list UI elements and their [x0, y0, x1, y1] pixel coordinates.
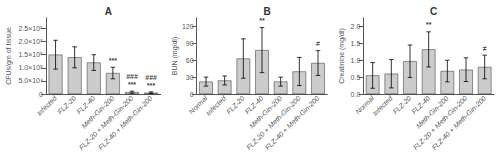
svg-text:***: *** [147, 82, 155, 89]
svg-text:0: 0 [39, 91, 43, 98]
svg-text:CFUs/gm of tissue: CFUs/gm of tissue [5, 27, 13, 85]
svg-text:2.5×10⁵: 2.5×10⁵ [18, 25, 43, 32]
svg-text:FLZ-40: FLZ-40 [410, 94, 432, 116]
svg-text:120: 120 [182, 23, 194, 30]
svg-text:FLZ-20 + Meth-Gin-200: FLZ-20 + Meth-Gin-200 [411, 94, 469, 152]
svg-text:2.0×10⁵: 2.0×10⁵ [18, 38, 43, 45]
svg-text:1.5: 1.5 [351, 40, 361, 47]
svg-text:FLZ-20 + Meth-Gin-200: FLZ-20 + Meth-Gin-200 [77, 94, 135, 152]
svg-text:**: ** [259, 17, 265, 24]
svg-text:FLZ-40: FLZ-40 [243, 94, 265, 116]
svg-text:Normal: Normal [354, 94, 376, 116]
svg-text:1.0×10⁵: 1.0×10⁵ [18, 64, 43, 71]
svg-text:***: *** [128, 81, 136, 88]
svg-text:BUN (mg/dl): BUN (mg/dl) [171, 37, 179, 76]
svg-text:FLZ-20: FLZ-20 [56, 94, 77, 115]
svg-text:1.5×10⁵: 1.5×10⁵ [18, 51, 43, 58]
svg-text:90: 90 [186, 40, 194, 47]
svg-text:C: C [430, 6, 437, 17]
svg-text:Meth-Gin-200: Meth-Gin-200 [80, 94, 115, 129]
svg-text:###: ### [126, 73, 138, 80]
svg-text:60: 60 [186, 57, 194, 64]
svg-text:**: ** [426, 21, 432, 28]
svg-text:Normal: Normal [187, 94, 209, 116]
svg-text:FLZ-40 + Meth-Gin-200: FLZ-40 + Meth-Gin-200 [97, 94, 154, 151]
svg-text:FLZ-20: FLZ-20 [225, 94, 246, 115]
svg-text:###: ### [145, 74, 157, 81]
svg-text:≠: ≠ [316, 40, 320, 47]
svg-text:0.5: 0.5 [351, 74, 361, 81]
svg-text:5.0×10⁴: 5.0×10⁴ [18, 77, 43, 84]
svg-text:Infected: Infected [205, 94, 228, 117]
svg-text:Infected: Infected [371, 94, 394, 117]
svg-text:Creatinine (mg/dl): Creatinine (mg/dl) [338, 28, 346, 84]
svg-text:FLZ-40: FLZ-40 [75, 94, 97, 116]
svg-text:FLZ-40 + Meth-Gin-200: FLZ-40 + Meth-Gin-200 [430, 94, 487, 151]
svg-text:30: 30 [186, 74, 194, 81]
svg-text:1.0: 1.0 [351, 57, 361, 64]
svg-text:≠: ≠ [483, 45, 487, 52]
svg-text:FLZ-20: FLZ-20 [392, 94, 413, 115]
svg-text:A: A [105, 6, 112, 17]
svg-text:***: *** [109, 57, 117, 64]
svg-text:Infected: Infected [36, 94, 59, 117]
svg-text:2.0: 2.0 [351, 23, 361, 30]
svg-text:FLZ-20 + Meth-Gin-200: FLZ-20 + Meth-Gin-200 [245, 94, 302, 152]
svg-text:B: B [263, 6, 270, 17]
svg-text:0.0: 0.0 [351, 91, 361, 98]
svg-text:0: 0 [190, 91, 194, 98]
svg-text:FLZ-40 + Meth-Gin-200: FLZ-40 + Meth-Gin-200 [264, 94, 321, 151]
